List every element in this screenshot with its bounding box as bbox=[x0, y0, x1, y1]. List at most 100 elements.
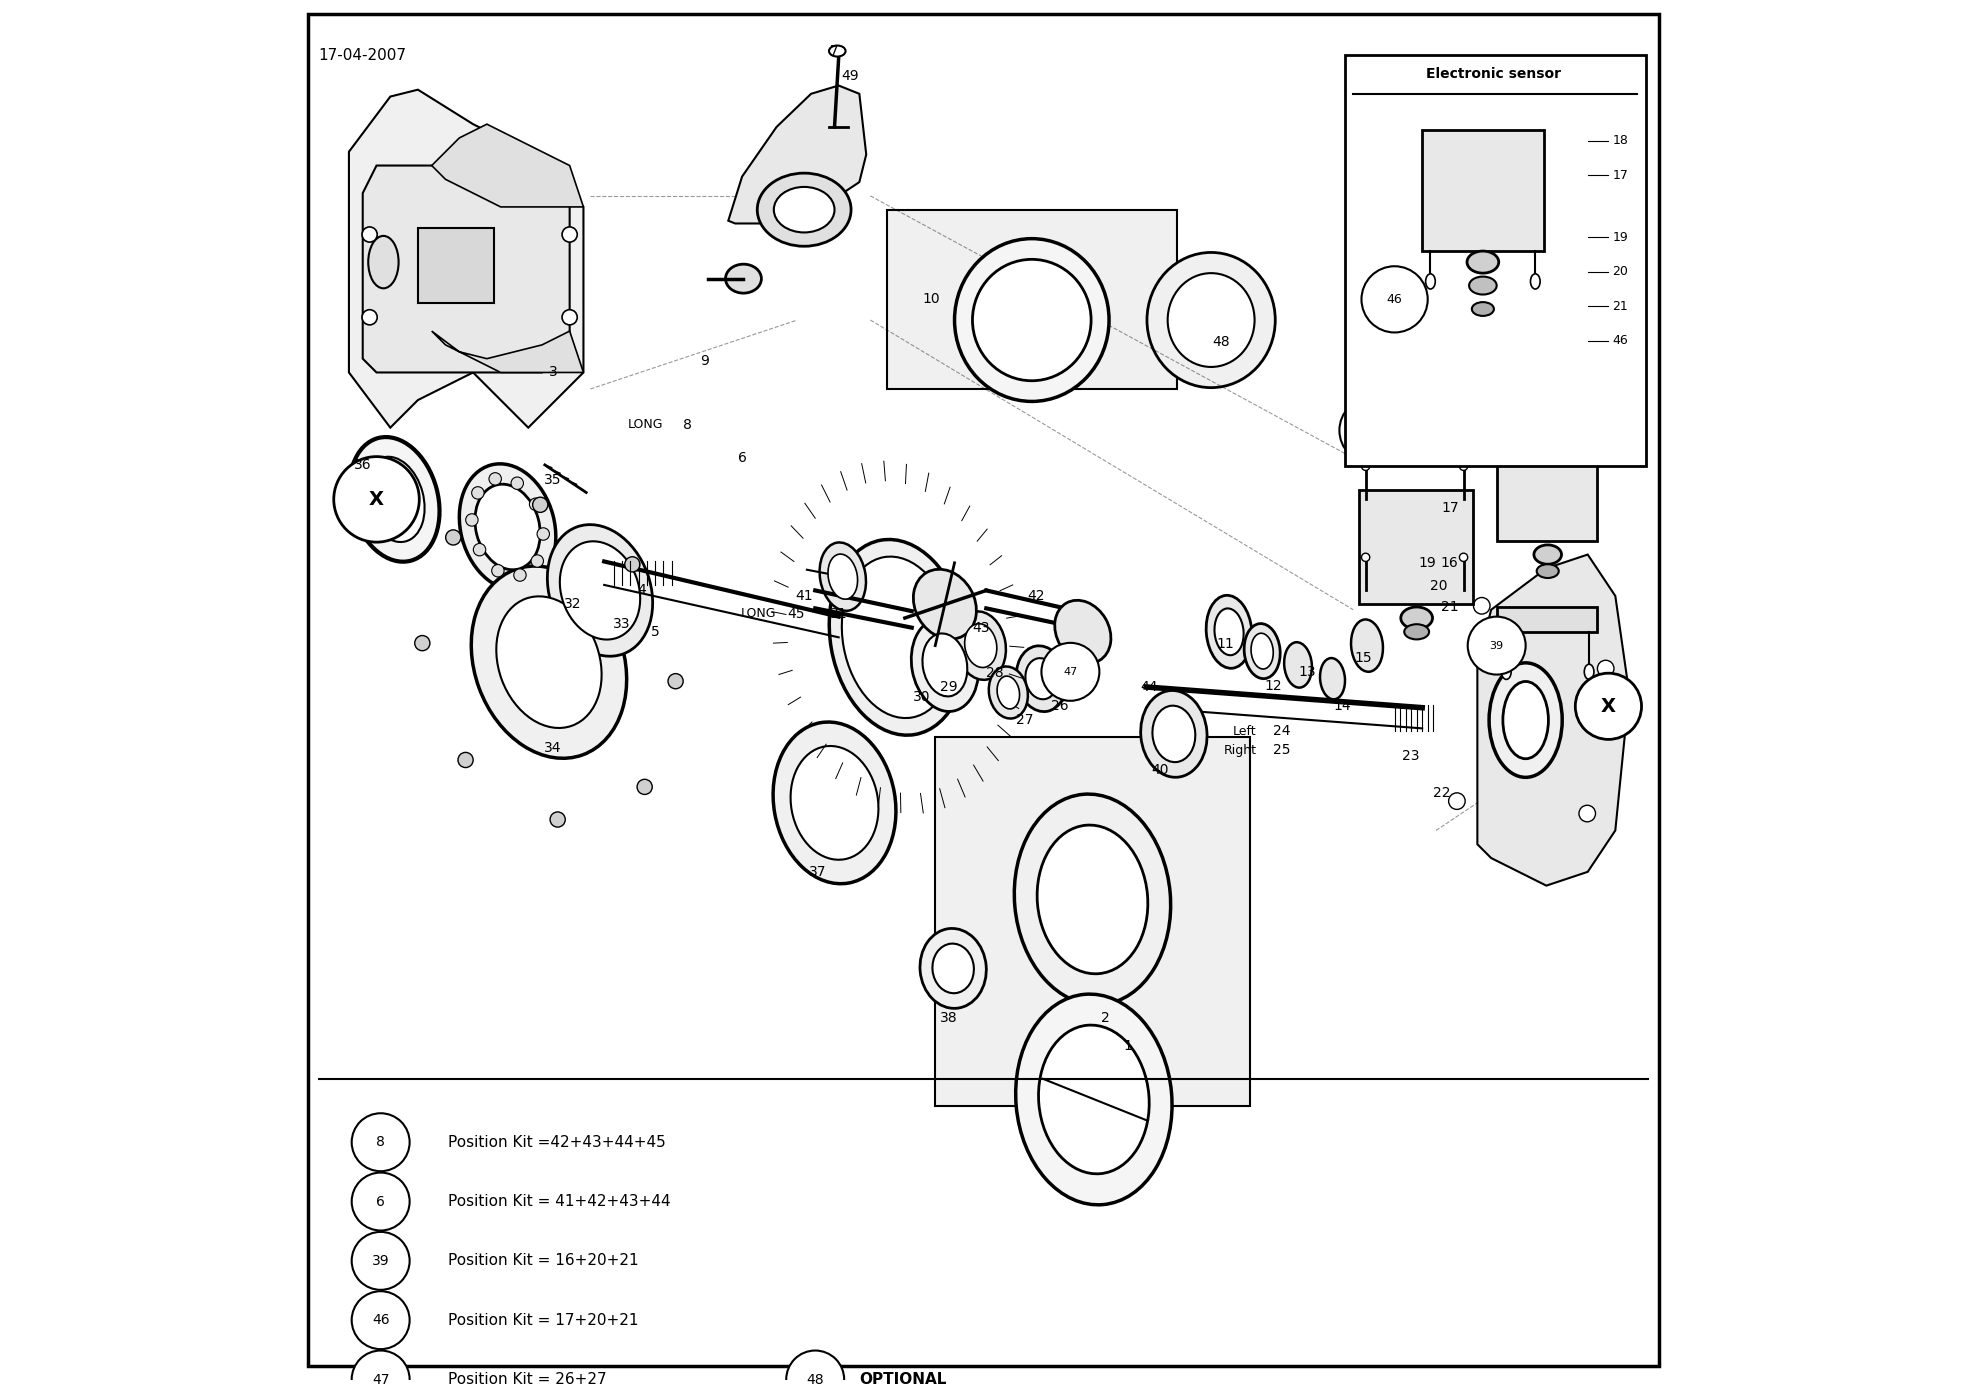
Ellipse shape bbox=[362, 227, 378, 243]
Ellipse shape bbox=[1580, 806, 1595, 822]
Text: 38: 38 bbox=[940, 1011, 958, 1025]
Ellipse shape bbox=[1460, 462, 1467, 470]
Bar bbox=[1497, 440, 1597, 541]
Ellipse shape bbox=[1168, 273, 1255, 368]
Polygon shape bbox=[1477, 555, 1629, 886]
Ellipse shape bbox=[474, 484, 541, 570]
Text: LONG: LONG bbox=[742, 608, 777, 620]
Text: 39: 39 bbox=[372, 1254, 389, 1268]
Bar bbox=[417, 227, 494, 304]
Ellipse shape bbox=[1015, 795, 1170, 1004]
Text: Electronic sensor: Electronic sensor bbox=[1426, 68, 1562, 82]
Text: Position Kit =42+43+44+45: Position Kit =42+43+44+45 bbox=[448, 1135, 667, 1150]
Text: 42: 42 bbox=[1027, 589, 1044, 603]
Ellipse shape bbox=[1039, 1025, 1149, 1173]
Text: Right: Right bbox=[1223, 743, 1257, 757]
Circle shape bbox=[1041, 642, 1100, 700]
Ellipse shape bbox=[466, 513, 478, 526]
Ellipse shape bbox=[1206, 595, 1251, 669]
Ellipse shape bbox=[828, 553, 858, 599]
Text: 47: 47 bbox=[372, 1373, 389, 1387]
Ellipse shape bbox=[362, 309, 378, 325]
Ellipse shape bbox=[923, 634, 968, 696]
Ellipse shape bbox=[1583, 664, 1593, 680]
Text: 5: 5 bbox=[651, 624, 659, 639]
Text: 17-04-2007: 17-04-2007 bbox=[319, 49, 407, 64]
Text: 17: 17 bbox=[1442, 501, 1460, 515]
Ellipse shape bbox=[1489, 663, 1562, 777]
Bar bbox=[1359, 490, 1473, 605]
Text: 25: 25 bbox=[1273, 743, 1290, 757]
Text: 20: 20 bbox=[1613, 265, 1629, 279]
Text: 36: 36 bbox=[354, 458, 372, 472]
Ellipse shape bbox=[529, 498, 541, 510]
Text: 30: 30 bbox=[913, 689, 930, 703]
Circle shape bbox=[352, 1351, 409, 1387]
Ellipse shape bbox=[913, 569, 976, 639]
Bar bbox=[1345, 55, 1646, 466]
Text: 8: 8 bbox=[376, 1135, 386, 1150]
Circle shape bbox=[334, 456, 419, 542]
Ellipse shape bbox=[513, 569, 525, 581]
Circle shape bbox=[1576, 673, 1642, 739]
Text: 11: 11 bbox=[1216, 637, 1233, 652]
Ellipse shape bbox=[1037, 825, 1149, 974]
Text: 10: 10 bbox=[923, 293, 940, 307]
Polygon shape bbox=[362, 165, 570, 373]
Text: 47: 47 bbox=[1064, 667, 1078, 677]
Ellipse shape bbox=[1467, 251, 1499, 273]
Text: Left: Left bbox=[1233, 724, 1257, 738]
Text: 15: 15 bbox=[1353, 651, 1371, 664]
Text: X: X bbox=[370, 490, 384, 509]
Text: 33: 33 bbox=[614, 617, 631, 631]
Ellipse shape bbox=[626, 556, 639, 571]
Ellipse shape bbox=[1597, 660, 1615, 677]
Ellipse shape bbox=[458, 752, 474, 767]
Text: 19: 19 bbox=[1613, 230, 1629, 244]
Text: 39: 39 bbox=[1489, 641, 1503, 651]
Text: OPTIONAL: OPTIONAL bbox=[860, 1372, 946, 1387]
Text: 27: 27 bbox=[1017, 713, 1033, 727]
Text: 9: 9 bbox=[700, 355, 710, 369]
Ellipse shape bbox=[932, 943, 974, 993]
Text: 21: 21 bbox=[1613, 300, 1629, 312]
Text: 17: 17 bbox=[1613, 169, 1629, 182]
Text: 2: 2 bbox=[1100, 1011, 1109, 1025]
Text: Position Kit = 17+20+21: Position Kit = 17+20+21 bbox=[448, 1312, 639, 1327]
Circle shape bbox=[1361, 266, 1428, 333]
Circle shape bbox=[352, 1291, 409, 1350]
Text: 32: 32 bbox=[565, 598, 580, 612]
Ellipse shape bbox=[490, 473, 502, 485]
Ellipse shape bbox=[1534, 545, 1562, 565]
Ellipse shape bbox=[820, 542, 865, 610]
Ellipse shape bbox=[773, 187, 834, 233]
Ellipse shape bbox=[537, 528, 549, 540]
Text: 18: 18 bbox=[1613, 135, 1629, 147]
Text: Position Kit = 16+20+21: Position Kit = 16+20+21 bbox=[448, 1254, 639, 1268]
Polygon shape bbox=[431, 331, 584, 373]
Text: 19: 19 bbox=[1418, 556, 1436, 570]
Text: 46: 46 bbox=[1387, 293, 1402, 307]
Ellipse shape bbox=[563, 309, 576, 325]
Text: LONG: LONG bbox=[627, 419, 663, 431]
Ellipse shape bbox=[1141, 691, 1208, 777]
Ellipse shape bbox=[1284, 642, 1312, 688]
Text: 44: 44 bbox=[1141, 680, 1159, 694]
Ellipse shape bbox=[1404, 624, 1430, 639]
Text: 23: 23 bbox=[1402, 749, 1420, 763]
Ellipse shape bbox=[1473, 598, 1491, 614]
Ellipse shape bbox=[350, 437, 439, 562]
Text: 41: 41 bbox=[795, 589, 812, 603]
Text: 40: 40 bbox=[1151, 763, 1168, 777]
Ellipse shape bbox=[956, 612, 1005, 680]
Ellipse shape bbox=[551, 811, 565, 827]
Circle shape bbox=[352, 1114, 409, 1171]
Text: 29: 29 bbox=[940, 680, 958, 694]
Text: 31: 31 bbox=[830, 608, 848, 621]
Text: Position Kit = 41+42+43+44: Position Kit = 41+42+43+44 bbox=[448, 1194, 671, 1209]
Ellipse shape bbox=[492, 565, 504, 577]
Text: 13: 13 bbox=[1298, 664, 1316, 678]
Text: 22: 22 bbox=[1432, 786, 1450, 800]
Text: 21: 21 bbox=[1442, 601, 1460, 614]
Bar bbox=[1422, 129, 1544, 251]
